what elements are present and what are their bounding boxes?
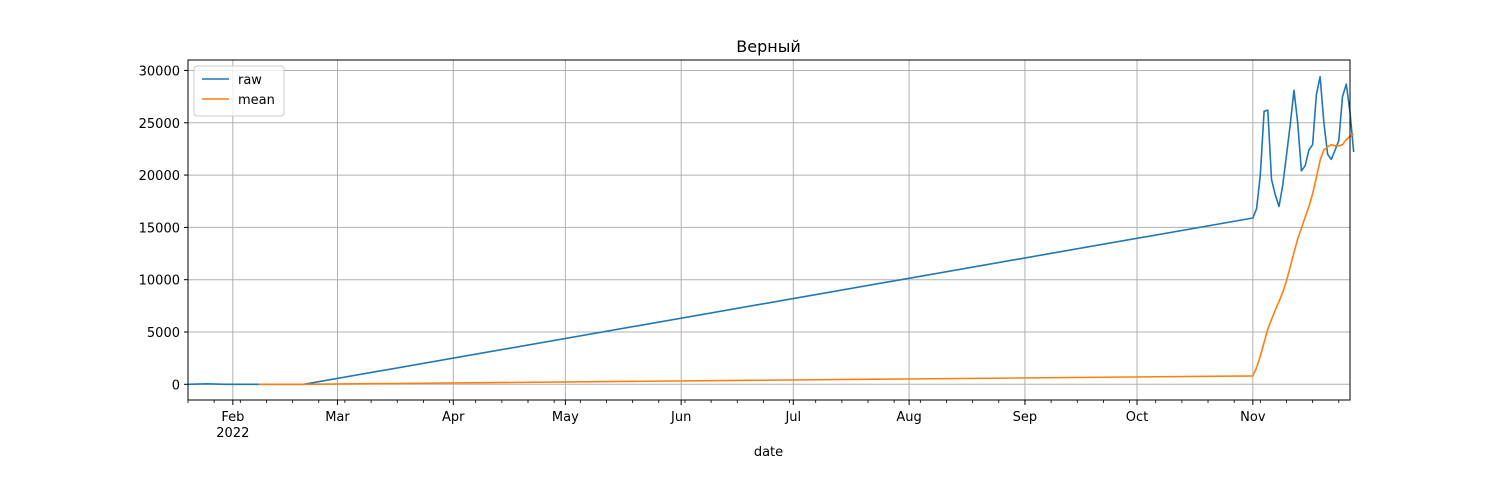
legend-label-mean: mean <box>238 93 275 108</box>
chart-title: Верный <box>736 37 800 56</box>
y-tick-label: 20000 <box>139 169 180 184</box>
x-tick-label: Aug <box>896 410 921 425</box>
x-tick-label: Jul <box>784 410 801 425</box>
plot-frame <box>187 59 1351 401</box>
y-axis: 0 5000 10000 15000 20000 25000 30000 <box>139 64 188 393</box>
y-tick-label: 10000 <box>139 274 180 289</box>
series-group <box>187 75 1355 386</box>
legend: raw mean <box>193 65 285 117</box>
x-tick-label: Feb <box>221 410 244 425</box>
x-tick-sublabel: 2022 <box>216 426 249 441</box>
x-tick-label: Sep <box>1013 410 1038 425</box>
grid-lines <box>188 60 1350 400</box>
x-tick-label: Apr <box>442 410 465 425</box>
legend-label-raw: raw <box>238 73 262 88</box>
x-tick-label: Mar <box>325 410 350 425</box>
x-tick-label: Nov <box>1240 410 1266 425</box>
series-line-mean <box>259 133 1355 386</box>
x-tick-label: Jun <box>670 410 691 425</box>
y-tick-label: 0 <box>172 378 180 393</box>
x-tick-label: May <box>552 410 579 425</box>
y-tick-label: 25000 <box>139 117 180 132</box>
y-tick-label: 5000 <box>147 326 180 341</box>
x-tick-label: Oct <box>1126 410 1148 425</box>
series-line-raw <box>187 75 1355 386</box>
y-tick-label: 15000 <box>139 221 180 236</box>
y-tick-label: 30000 <box>139 64 180 79</box>
x-axis-label: date <box>754 445 783 460</box>
